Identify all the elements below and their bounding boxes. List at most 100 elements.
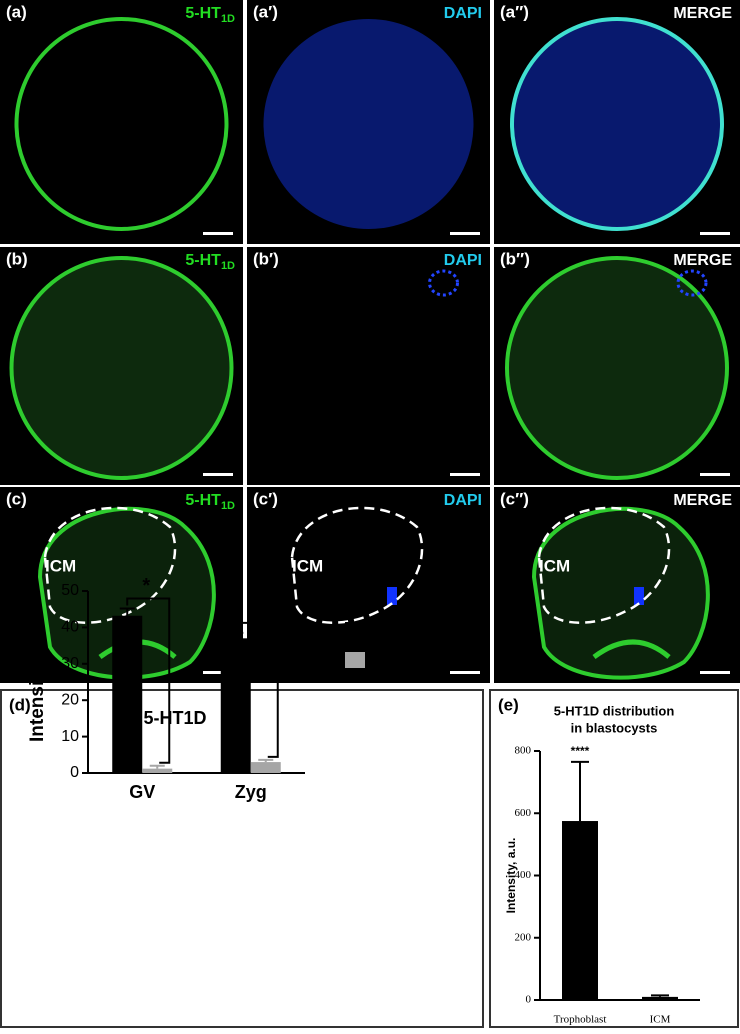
bar — [250, 762, 281, 773]
channel-label: DAPI — [444, 492, 482, 509]
icm-outline — [537, 506, 671, 624]
panel-label: (e) — [498, 695, 519, 714]
channel-subscript: 1D — [221, 260, 235, 272]
significance-label: * — [251, 599, 259, 621]
icm-outline — [43, 506, 177, 624]
micrograph — [247, 247, 490, 485]
y-tick-label: 0 — [526, 994, 532, 1006]
error-bar — [651, 994, 669, 997]
nucleus-stain — [512, 19, 722, 229]
error-bar — [258, 758, 274, 763]
channel-name: MERGE — [673, 252, 732, 269]
panel-frame — [489, 689, 739, 1028]
panel-label: (b″) — [500, 249, 530, 268]
bar — [142, 768, 173, 773]
panel-label: (a″) — [500, 2, 529, 21]
x-tick-label: Zyg — [235, 782, 267, 802]
y-tick-label: 40 — [61, 619, 79, 636]
bar — [642, 996, 678, 1000]
chromatin — [428, 269, 459, 297]
membrane-stain — [14, 17, 229, 231]
panel-label: (d) — [9, 695, 31, 714]
region-label: ICM — [45, 556, 76, 575]
panel-label: (c″) — [500, 489, 529, 508]
chart-title: in blastocysts — [571, 720, 658, 735]
micrograph — [0, 0, 243, 244]
channel-label: MERGE — [673, 5, 732, 22]
scale-bar — [450, 671, 480, 674]
channel-name: DAPI — [444, 5, 482, 22]
channel-name: MERGE — [673, 492, 732, 509]
y-tick-label: 0 — [70, 764, 79, 781]
significance-label: **** — [571, 744, 590, 758]
panel-label: (c′) — [253, 489, 278, 508]
significance-label: * — [142, 575, 150, 597]
y-axis-label: Intensity, a.u. — [27, 622, 48, 742]
chromatin — [676, 269, 708, 297]
y-tick-label: 400 — [515, 869, 532, 881]
y-axis-label: Intensity, a.u. — [504, 838, 518, 914]
channel-label: 5-HT1D — [185, 492, 235, 512]
panel-label: (a) — [6, 2, 27, 21]
channel-label: DAPI — [444, 252, 482, 269]
panel-label: (b) — [6, 249, 28, 268]
legend-swatch — [345, 622, 365, 638]
bar — [220, 638, 251, 773]
membrane-stain — [510, 17, 724, 231]
channel-name: DAPI — [444, 492, 482, 509]
nucleus-stain — [634, 587, 644, 605]
legend-label: Cortical — [375, 621, 429, 638]
channel-label: 5-HT1D — [185, 5, 235, 25]
nucleus-stain — [387, 587, 397, 605]
x-tick-label: ICM — [650, 1014, 671, 1026]
scale-bar — [450, 473, 480, 476]
x-tick-label: GV — [129, 782, 155, 802]
channel-name: 5-HT — [185, 492, 221, 509]
scale-bar — [700, 473, 730, 476]
y-tick-label: 50 — [61, 582, 79, 599]
scale-bar — [450, 232, 480, 235]
channel-name: MERGE — [673, 5, 732, 22]
error-bar — [119, 607, 135, 616]
region-label: ICM — [539, 556, 570, 575]
membrane-stain — [9, 256, 234, 480]
blastocyst-stain — [592, 639, 671, 660]
y-tick-label: 20 — [61, 691, 79, 708]
channel-label: DAPI — [444, 5, 482, 22]
y-tick-label: 200 — [515, 931, 532, 943]
error-bar — [571, 760, 589, 822]
x-tick-label: Trophoblast — [554, 1014, 607, 1026]
channel-subscript: 1D — [221, 500, 235, 512]
scale-bar — [203, 671, 233, 674]
significance-bracket — [234, 621, 279, 758]
membrane-stain — [505, 256, 729, 480]
channel-name: 5-HT — [185, 5, 221, 22]
bar — [112, 615, 143, 773]
y-tick-label: 10 — [61, 728, 79, 745]
scale-bar — [203, 473, 233, 476]
panel-label: (b′) — [253, 249, 279, 268]
scale-bar — [203, 232, 233, 235]
panel-label: (a′) — [253, 2, 278, 21]
bar — [562, 821, 598, 1000]
legend-label: Cytoplasmic — [375, 651, 462, 668]
error-bar — [228, 631, 244, 639]
y-tick-label: 30 — [61, 655, 79, 672]
channel-label: 5-HT1D — [185, 252, 235, 272]
channel-name: 5-HT — [185, 252, 221, 269]
channel-name: DAPI — [444, 252, 482, 269]
blastocyst-stain — [37, 506, 216, 680]
channel-label: MERGE — [673, 252, 732, 269]
error-bar — [149, 764, 165, 769]
channel-label: MERGE — [673, 492, 732, 509]
significance-bracket — [126, 597, 171, 764]
y-tick-label: 600 — [515, 807, 532, 819]
chart-title: 5-HT1D — [143, 708, 206, 728]
micrograph — [247, 487, 490, 683]
chart-title: 5-HT1D distribution — [554, 703, 675, 718]
channel-subscript: 1D — [221, 13, 235, 25]
y-tick-label: 800 — [515, 745, 532, 757]
blastocyst-stain — [531, 506, 710, 680]
legend-swatch — [345, 652, 365, 668]
